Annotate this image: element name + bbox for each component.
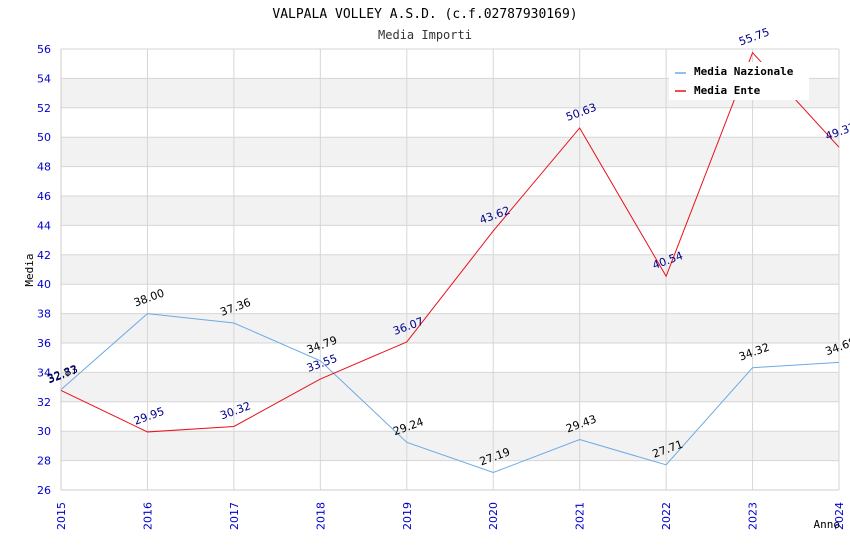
y-tick-label: 44 — [37, 219, 51, 232]
y-tick-label: 56 — [37, 43, 51, 56]
y-tick-label: 28 — [37, 455, 51, 468]
chart-title: VALPALA VOLLEY A.S.D. (c.f.02787930169) — [272, 7, 577, 22]
legend-label-media-ente: Media Ente — [694, 84, 761, 97]
gridlines — [60, 48, 840, 491]
y-axis-label: Media — [23, 253, 36, 286]
x-tick-label: 2016 — [141, 502, 154, 530]
y-tick-label: 50 — [37, 131, 51, 144]
grid-band — [61, 254, 839, 285]
y-tick-labels: 26 28 30 32 34 36 38 40 42 44 46 48 50 52 54 56 — [37, 43, 51, 497]
y-tick-label: 30 — [37, 425, 51, 438]
chart-subtitle: Media Importi — [378, 28, 472, 42]
grid-band — [61, 137, 839, 167]
x-tick-label: 2019 — [401, 502, 414, 530]
x-tick-label: 2018 — [314, 502, 327, 530]
y-tick-label: 34 — [37, 366, 51, 379]
grid-band — [61, 196, 839, 226]
grid-band — [61, 372, 839, 402]
y-tick-label: 46 — [37, 190, 51, 203]
legend: Media Nazionale Media Ente — [669, 62, 809, 100]
y-tick-label: 38 — [37, 308, 51, 321]
x-tick-label: 2024 — [833, 502, 846, 530]
data-label-media-ente: 55.75 — [737, 26, 771, 49]
grid-band — [61, 431, 839, 461]
data-label-media-ente: 29.95 — [132, 405, 166, 428]
y-tick-label: 40 — [37, 278, 51, 291]
data-label-media-nazionale: 34.32 — [737, 341, 771, 364]
y-tick-label: 42 — [37, 249, 51, 262]
series-line-media-nazionale — [60, 313, 840, 474]
y-tick-label: 48 — [37, 161, 51, 174]
x-tick-label: 2022 — [660, 502, 673, 530]
x-axis-label: Anno — [814, 518, 841, 531]
legend-label-media-nazionale: Media Nazionale — [694, 65, 794, 78]
grid-band — [61, 313, 839, 343]
y-tick-label: 26 — [37, 484, 51, 497]
x-tick-label: 2023 — [747, 502, 760, 530]
x-tick-label: 2020 — [487, 502, 500, 530]
y-tick-label: 54 — [37, 72, 51, 85]
legend-box — [669, 62, 809, 100]
data-label-media-ente: 49.32 — [824, 120, 850, 143]
series-line-media-ente — [60, 51, 840, 433]
x-tick-label: 2017 — [228, 502, 241, 530]
data-label-media-nazionale: 38.00 — [132, 286, 166, 309]
y-tick-label: 36 — [37, 337, 51, 350]
background-bands — [61, 78, 839, 461]
x-tick-labels: 2015 2016 2017 2018 2019 2020 2021 2022 2023 2024 — [55, 502, 846, 530]
x-tick-label: 2021 — [574, 502, 587, 530]
x-tick-label: 2015 — [55, 502, 68, 530]
axes — [60, 49, 839, 491]
series-lines — [60, 51, 840, 474]
y-tick-label: 52 — [37, 102, 51, 115]
y-tick-label: 32 — [37, 396, 51, 409]
